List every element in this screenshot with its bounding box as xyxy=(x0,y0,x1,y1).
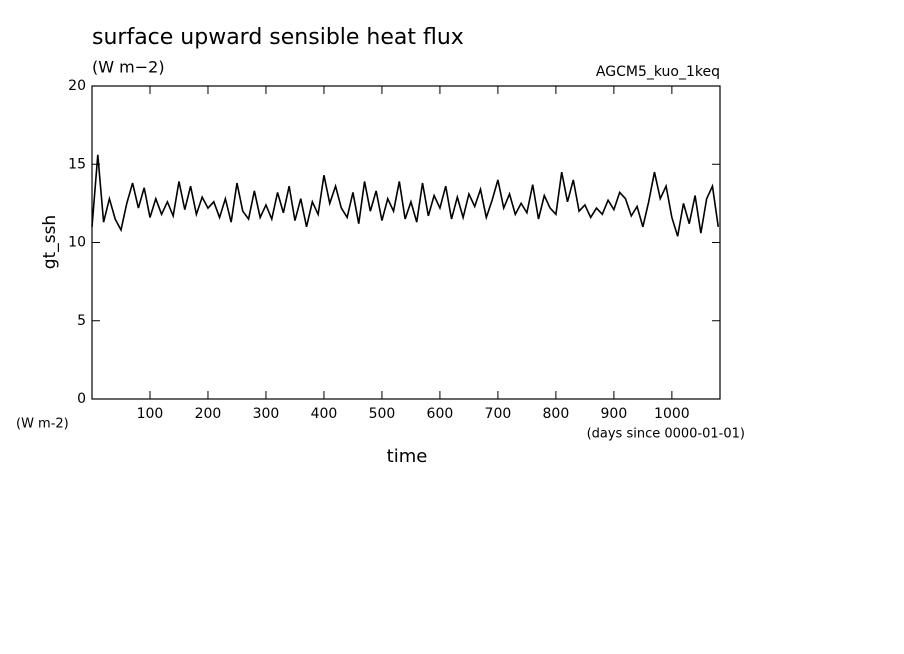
y-tick-label: 10 xyxy=(68,235,86,251)
x-units: (days since 0000-01-01) xyxy=(587,427,745,442)
x-tick-label: 400 xyxy=(311,406,338,422)
x-tick-label: 800 xyxy=(543,406,570,422)
x-tick-label: 100 xyxy=(137,406,164,422)
x-tick-label: 300 xyxy=(253,406,280,422)
x-axis-label: time xyxy=(387,446,428,467)
annotation: AGCM5_kuo_1keq xyxy=(596,64,720,80)
x-tick-label: 600 xyxy=(427,406,454,422)
y-tick-label: 20 xyxy=(68,78,86,94)
x-tick-label: 900 xyxy=(601,406,628,422)
y-tick-label: 5 xyxy=(77,313,86,329)
y-units: (W m-2) xyxy=(16,417,69,432)
x-tick-label: 700 xyxy=(485,406,512,422)
y-tick-label: 15 xyxy=(68,156,86,172)
data-line xyxy=(91,154,720,237)
y-axis-label: gt_ssh xyxy=(40,215,60,269)
chart-subtitle: (W m−2) xyxy=(92,58,165,77)
y-tick-label: 0 xyxy=(77,391,86,407)
chart-title: surface upward sensible heat flux xyxy=(92,25,464,50)
x-tick-label: 1000 xyxy=(654,406,690,422)
x-tick-label: 200 xyxy=(195,406,222,422)
x-tick-label: 500 xyxy=(369,406,396,422)
plot-frame xyxy=(91,85,721,400)
